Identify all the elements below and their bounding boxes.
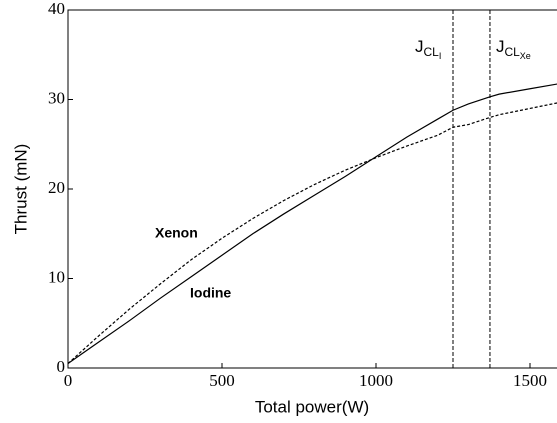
- y-axis-label: Thrust (mN): [11, 144, 30, 235]
- label-subsub: I: [439, 51, 442, 61]
- series-annotation: Iodine: [190, 285, 231, 301]
- label-sub: CL: [504, 45, 520, 59]
- series-line: [67, 102, 557, 364]
- label-sub: CL: [424, 45, 440, 59]
- y-tick-label: 30: [48, 88, 65, 107]
- y-tick-label: 0: [57, 357, 66, 376]
- plot-frame: [67, 9, 557, 369]
- x-tick-label: 500: [209, 371, 235, 390]
- x-tick-label: 1000: [359, 371, 393, 390]
- label-main: J: [496, 37, 505, 56]
- y-tick-label: 20: [48, 178, 65, 197]
- x-tick-label: 1500: [513, 371, 547, 390]
- x-axis-label: Total power(W): [255, 397, 369, 416]
- label-main: J: [415, 37, 424, 56]
- label-subsub: Xe: [520, 51, 531, 61]
- y-tick-label: 40: [48, 0, 65, 18]
- series-annotation: Xenon: [155, 225, 198, 241]
- series-line: [67, 83, 557, 365]
- current-limit-label: JCLXe: [496, 37, 531, 61]
- current-limit-label: JCLI: [415, 37, 441, 61]
- x-tick-label: 0: [64, 371, 73, 390]
- y-tick-label: 10: [48, 267, 65, 286]
